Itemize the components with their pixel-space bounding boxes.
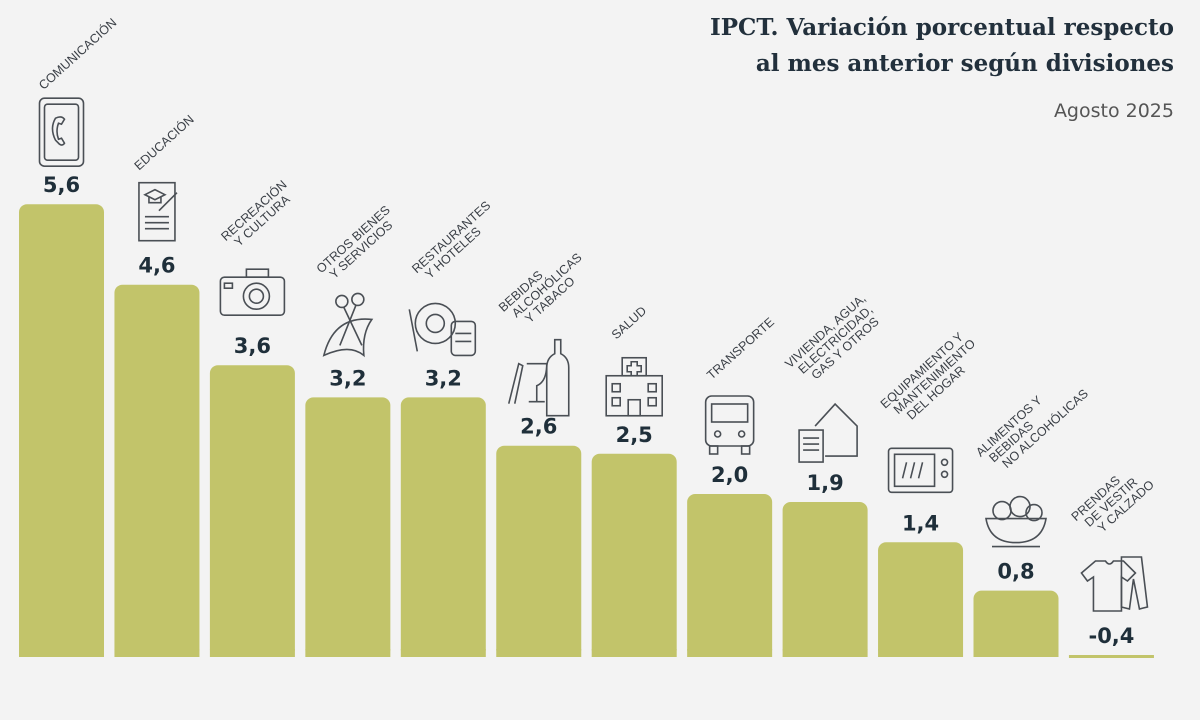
hospital-icon bbox=[605, 356, 664, 417]
smartphone-icon bbox=[38, 97, 85, 167]
data-label: 5,6 bbox=[43, 173, 80, 197]
bar bbox=[878, 542, 964, 657]
bar bbox=[19, 204, 104, 657]
title-line-2: al mes anterior según divisiones bbox=[755, 50, 1174, 77]
category-label: RECREACIÓNY CULTURA bbox=[218, 177, 299, 254]
house-documents-icon bbox=[798, 402, 858, 463]
camera-icon bbox=[219, 268, 286, 317]
data-label: 4,6 bbox=[138, 254, 175, 278]
data-label: 2,5 bbox=[616, 423, 653, 447]
bar-base bbox=[687, 649, 773, 657]
bar bbox=[973, 590, 1059, 657]
bar-group: -0,4 PRENDASDE VESTIRY CALZADO bbox=[1068, 458, 1157, 658]
bar-base bbox=[782, 649, 868, 657]
data-label: 2,0 bbox=[711, 463, 748, 487]
data-label: -0,4 bbox=[1088, 624, 1134, 648]
bar bbox=[114, 284, 200, 657]
bar-base bbox=[19, 649, 104, 657]
bar bbox=[591, 453, 677, 657]
plate-suitcase-icon bbox=[408, 302, 477, 357]
data-label: 2,6 bbox=[520, 415, 557, 439]
bar bbox=[400, 397, 486, 657]
bar-negative bbox=[1068, 655, 1154, 658]
data-label: 3,2 bbox=[425, 366, 462, 390]
category-label: COMUNICACIÓN bbox=[35, 15, 119, 93]
category-label: OTROS BIENESY SERVICIOS bbox=[314, 203, 402, 286]
category-label: VIVIENDA, AGUA,ELECTRICIDAD,GAS Y OTROS bbox=[782, 291, 886, 390]
category-label-line: TRANSPORTE bbox=[704, 315, 777, 382]
category-label: BEBIDASALCOHÓLICASY TABACO bbox=[496, 241, 593, 334]
category-label-line: EDUCACIÓN bbox=[131, 112, 197, 173]
category-label: PRENDASDE VESTIRY CALZADO bbox=[1069, 458, 1157, 543]
bar-group: 1,9 VIVIENDA, AGUA,ELECTRICIDAD,GAS Y OTR… bbox=[782, 291, 886, 657]
bar bbox=[496, 445, 582, 657]
bar-group: 2,5 SALUD bbox=[591, 304, 677, 657]
bar-group: 5,6 COMUNICACIÓN bbox=[19, 15, 119, 657]
category-label: EQUIPAMIENTO YMANTENIMIENTODEL HOGAR bbox=[878, 327, 987, 431]
bar-group: 2,0 TRANSPORTE bbox=[687, 315, 777, 657]
category-label: ALIMENTOS YBEBIDASNO ALCOHÓLICAS bbox=[973, 367, 1091, 479]
title-line-1: IPCT. Variación porcentual respecto bbox=[709, 14, 1174, 41]
data-label: 1,4 bbox=[902, 511, 939, 535]
bar-group: 4,6 EDUCACIÓN bbox=[114, 112, 200, 657]
bar-base bbox=[400, 649, 486, 657]
bar bbox=[305, 397, 391, 657]
clothes-icon bbox=[1080, 556, 1149, 612]
diploma-icon bbox=[138, 181, 178, 242]
bar-base bbox=[973, 649, 1059, 657]
category-label: EDUCACIÓN bbox=[131, 112, 197, 173]
chart-subtitle: Agosto 2025 bbox=[1053, 100, 1174, 122]
bus-icon bbox=[704, 395, 755, 455]
bar-base bbox=[114, 649, 200, 657]
bar-base bbox=[305, 649, 391, 657]
bar bbox=[782, 502, 868, 657]
bar-base bbox=[209, 649, 295, 657]
bar-group: 3,2 OTROS BIENESY SERVICIOS bbox=[305, 203, 402, 657]
bar-base bbox=[496, 649, 582, 657]
wine-bottle-icon bbox=[507, 338, 570, 417]
category-label: RESTAURANTESY HOTELES bbox=[409, 198, 502, 285]
microwave-icon bbox=[887, 447, 954, 494]
chart-title: IPCT. Variación porcentual respecto al m… bbox=[710, 10, 1174, 82]
category-label-line: COMUNICACIÓN bbox=[35, 15, 119, 93]
data-label: 3,6 bbox=[234, 334, 271, 358]
bar-group: 1,4 EQUIPAMIENTO YMANTENIMIENTODEL HOGAR bbox=[878, 327, 987, 657]
bar-group: 3,2 RESTAURANTESY HOTELES bbox=[400, 198, 502, 657]
category-label-line: SALUD bbox=[609, 304, 649, 342]
bar-group: 2,6 BEBIDASALCOHÓLICASY TABACO bbox=[496, 241, 593, 657]
bar-base bbox=[878, 649, 964, 657]
food-bowl-icon bbox=[985, 495, 1047, 548]
category-label: TRANSPORTE bbox=[704, 315, 777, 382]
bar-group: 3,6 RECREACIÓNY CULTURA bbox=[209, 177, 299, 657]
category-label: SALUD bbox=[609, 304, 649, 342]
data-label: 3,2 bbox=[329, 366, 366, 390]
data-label: 1,9 bbox=[806, 471, 843, 495]
data-label: 0,8 bbox=[997, 560, 1034, 584]
bar-base bbox=[591, 649, 677, 657]
scissors-ribbon-icon bbox=[322, 292, 374, 358]
bar bbox=[687, 494, 773, 657]
bar bbox=[209, 365, 295, 657]
